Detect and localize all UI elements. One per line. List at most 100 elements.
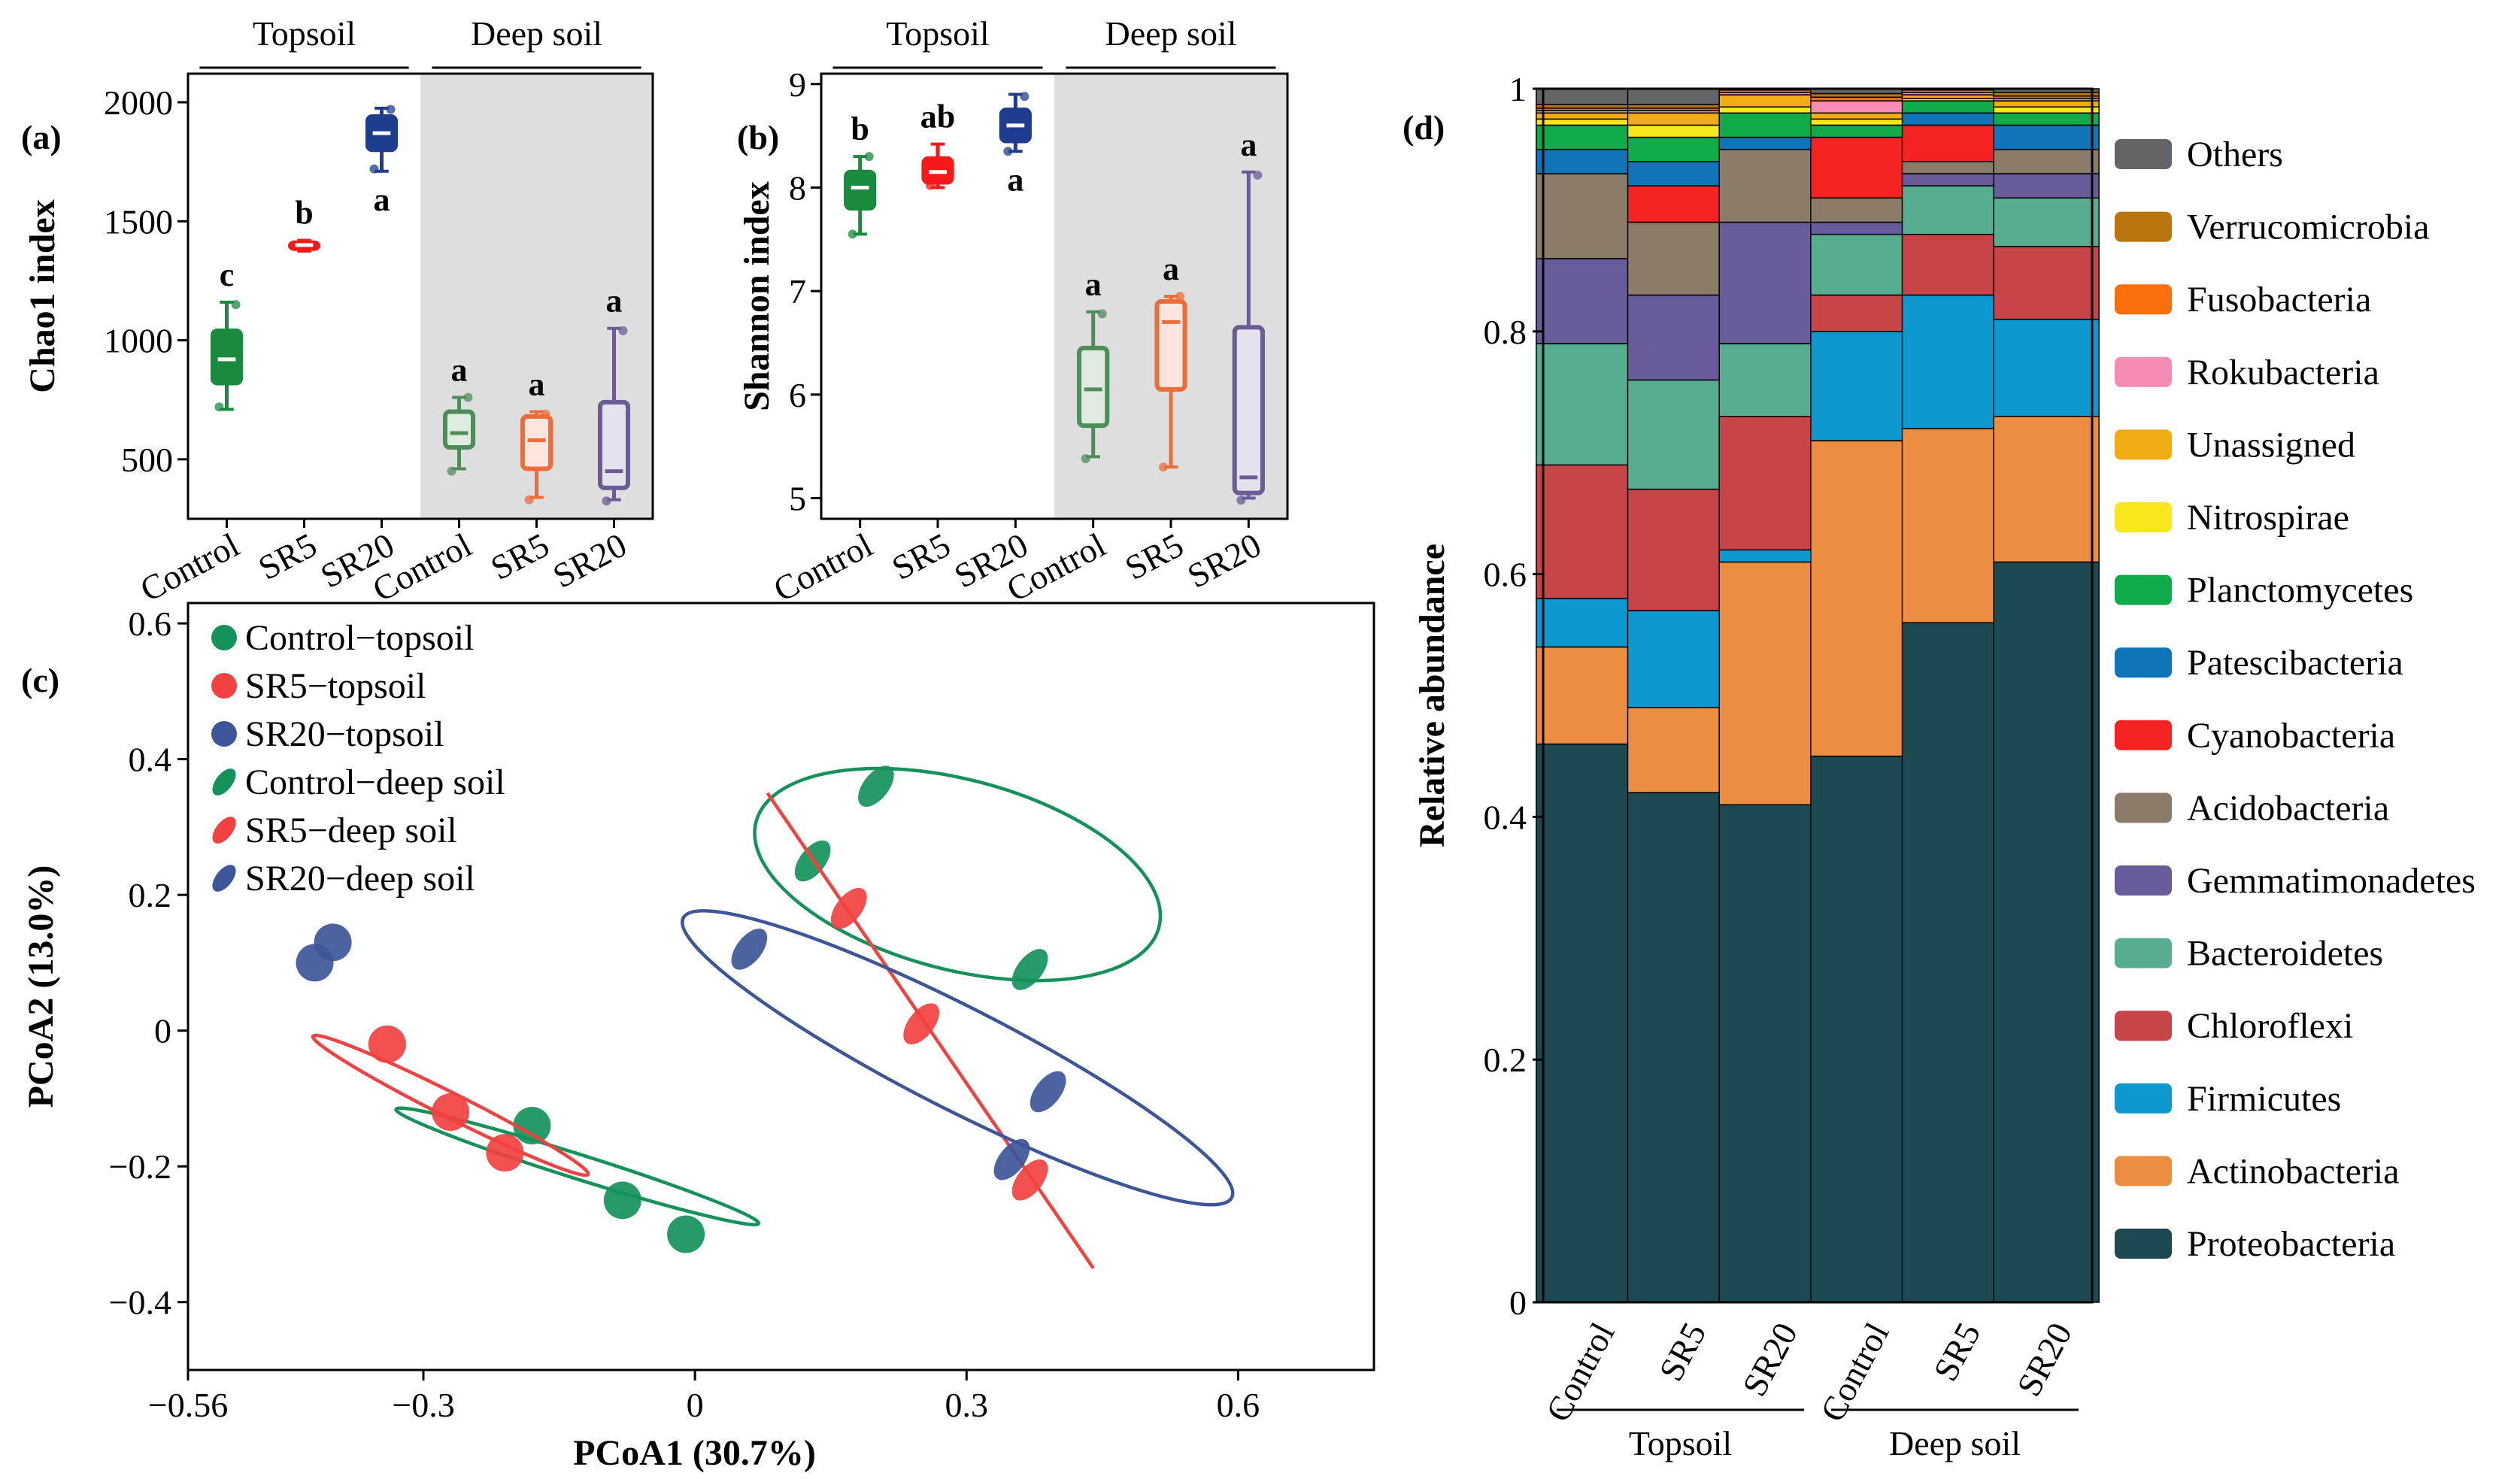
y-axis-label: Chao1 index [23,199,62,392]
y-tick-label: 5 [789,479,806,517]
y-tick-label: 6 [789,376,806,414]
box-sr5-deep: a [520,366,553,505]
box-sr5-top: b [287,195,321,253]
legend-label: Fusobacteria [2187,280,2371,320]
legend-label: Verrucomicrobia [2187,208,2430,247]
legend-label: SR20−deep soil [245,859,475,899]
legend-swatch [2115,211,2172,242]
bar-segment [1993,112,2100,126]
bar-segment [1718,561,1825,806]
legend-label: Others [2187,135,2283,174]
legend-label: Patescibacteria [2187,643,2403,683]
bar-segment [1627,707,1734,793]
bar-segment [1536,343,1642,466]
bar-segment [1536,743,1642,1303]
legend-label: Gemmatimonadetes [2187,861,2476,901]
bar-segment [1627,294,1734,381]
box-body [442,409,476,450]
bar-segment [1993,561,2100,1303]
x-tick-label: 0.6 [1217,1386,1260,1424]
legend-label: Acidobacteria [2187,788,2389,828]
legend-swatch [2115,938,2172,968]
x-tick-label: Control [1813,1317,1897,1428]
y-tick-label: 0.2 [129,876,172,914]
panel-d: (d)Control SR5 SR20 Control SR5 SR2000.20.40.… [1403,70,2476,1462]
panel-label: (c) [21,661,59,699]
y-tick-label: 0 [154,1012,171,1050]
bar-segment [1718,804,1825,1303]
x-tick-label: Control [767,526,878,609]
bar-segment [1810,440,1917,757]
box-point [541,409,550,419]
bar-segment [1536,173,1642,259]
box-point [1253,170,1263,180]
box-body [1154,299,1187,392]
legend-marker [212,768,236,796]
y-axis-label: PCoA2 (13.0%) [21,865,61,1108]
box-point [231,300,241,310]
panel-c: (c) −0.56 −0.3 0 0.3 0.6 −0.4 −0.2 0 0.2 0.4 0.6 PCo… [21,602,1375,1473]
box-body [597,399,631,490]
box-sr20-top: a [365,105,399,218]
data-point [858,765,894,808]
x-tick-label: SR20 [2009,1317,2079,1402]
bar-segment [1810,100,1917,114]
bar-segment [1810,294,1917,332]
data-point [603,1181,641,1220]
significance-letter: a [1163,250,1179,287]
legend-label: Chloroflexi [2187,1006,2353,1046]
legend-swatch [2115,429,2172,460]
series-5 [681,909,1235,1207]
bar-segment [1993,318,2100,417]
bar-segment [1718,94,1825,108]
legend-label: Bacteroidetes [2187,934,2383,974]
data-point [432,1093,470,1131]
bar-segment [1627,112,1734,126]
group-label: Topsoil [1629,1424,1732,1462]
box-body [844,169,877,211]
x-tick-label: SR5 [1651,1317,1713,1387]
bar-segment [1901,622,2009,1303]
bar-segment [1810,331,1917,441]
series-1 [311,1025,590,1177]
legend-marker [211,673,237,699]
legend-label: Control−topsoil [245,618,474,658]
bar-segment [1536,112,1642,120]
box-point [1003,147,1013,156]
bar-segment [1901,233,2009,296]
significance-letter: c [220,256,235,293]
legend-label: Actinobacteria [2187,1151,2400,1191]
bar-segment [1993,197,2100,247]
x-tick-label: SR5 [252,526,323,587]
box-sr5-deep: a [1154,250,1187,472]
box-point [1081,454,1090,464]
bar-segment [1627,88,1734,105]
box-control-deep: a [1077,266,1110,464]
bar-segment [1901,185,2009,235]
y-tick-label: −0.4 [109,1284,171,1322]
bar-segment [1536,464,1642,599]
group-label-deep-soil: Deep soil [471,14,602,53]
data-point [903,1003,939,1044]
significance-letter: a [451,352,468,389]
bar-segment [1627,161,1734,186]
box-point [1175,292,1184,301]
data-point [993,1138,1030,1180]
bar-segment [1901,161,2009,174]
box-sr20-deep: a [597,283,631,506]
legend-swatch [2115,647,2172,678]
bar-segment [1810,136,1917,199]
box-point [618,326,628,335]
legend-marker [211,625,237,650]
box-control-deep: a [442,352,476,476]
legend-swatch [2115,284,2172,315]
legend-label: Firmicutes [2187,1079,2341,1119]
y-axis-label: Relative abundance [1412,544,1452,847]
y-tick-label: 1000 [104,322,173,360]
y-tick-label: 0.6 [129,605,172,643]
data-point [731,929,768,970]
x-tick-label: SR5 [484,526,555,587]
legend-swatch [2115,1011,2172,1041]
data-point [1030,1071,1066,1113]
legend-label: SR20−topsoil [245,714,444,754]
